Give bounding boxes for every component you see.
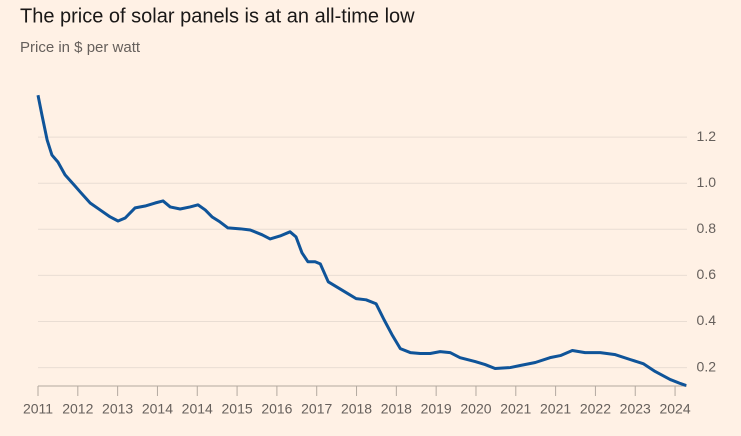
x-tick-label: 2022 <box>580 401 611 417</box>
y-tick-label: 1.2 <box>697 128 717 144</box>
y-tick-label: 0.6 <box>697 266 717 282</box>
chart-title: The price of solar panels is at an all-t… <box>20 5 415 27</box>
chart-subtitle: Price in $ per watt <box>20 39 141 56</box>
x-tick-label: 2014 <box>142 401 173 417</box>
x-tick-label: 2014 <box>182 401 213 417</box>
x-tick-label: 2024 <box>659 401 690 417</box>
y-tick-label: 0.2 <box>697 358 717 374</box>
y-tick-label: 0.4 <box>697 312 717 328</box>
x-tick-label: 2020 <box>460 401 491 417</box>
x-tick-label: 2019 <box>421 401 452 417</box>
x-tick-label: 2018 <box>341 401 372 417</box>
x-tick-label: 2011 <box>23 401 53 417</box>
x-tick-label: 2012 <box>62 401 93 417</box>
x-tick-label: 2013 <box>102 401 133 417</box>
x-tick-label: 2021 <box>500 401 531 417</box>
x-tick-label: 2015 <box>222 401 253 417</box>
x-tick-label: 2016 <box>261 401 292 417</box>
y-tick-label: 1.0 <box>697 174 717 190</box>
x-tick-label: 2017 <box>301 401 332 417</box>
x-tick-label: 2021 <box>540 401 571 417</box>
x-tick-label: 2023 <box>620 401 651 417</box>
y-tick-label: 0.8 <box>697 220 717 236</box>
price-line <box>36 94 687 387</box>
x-tick-label: 2018 <box>381 401 412 417</box>
